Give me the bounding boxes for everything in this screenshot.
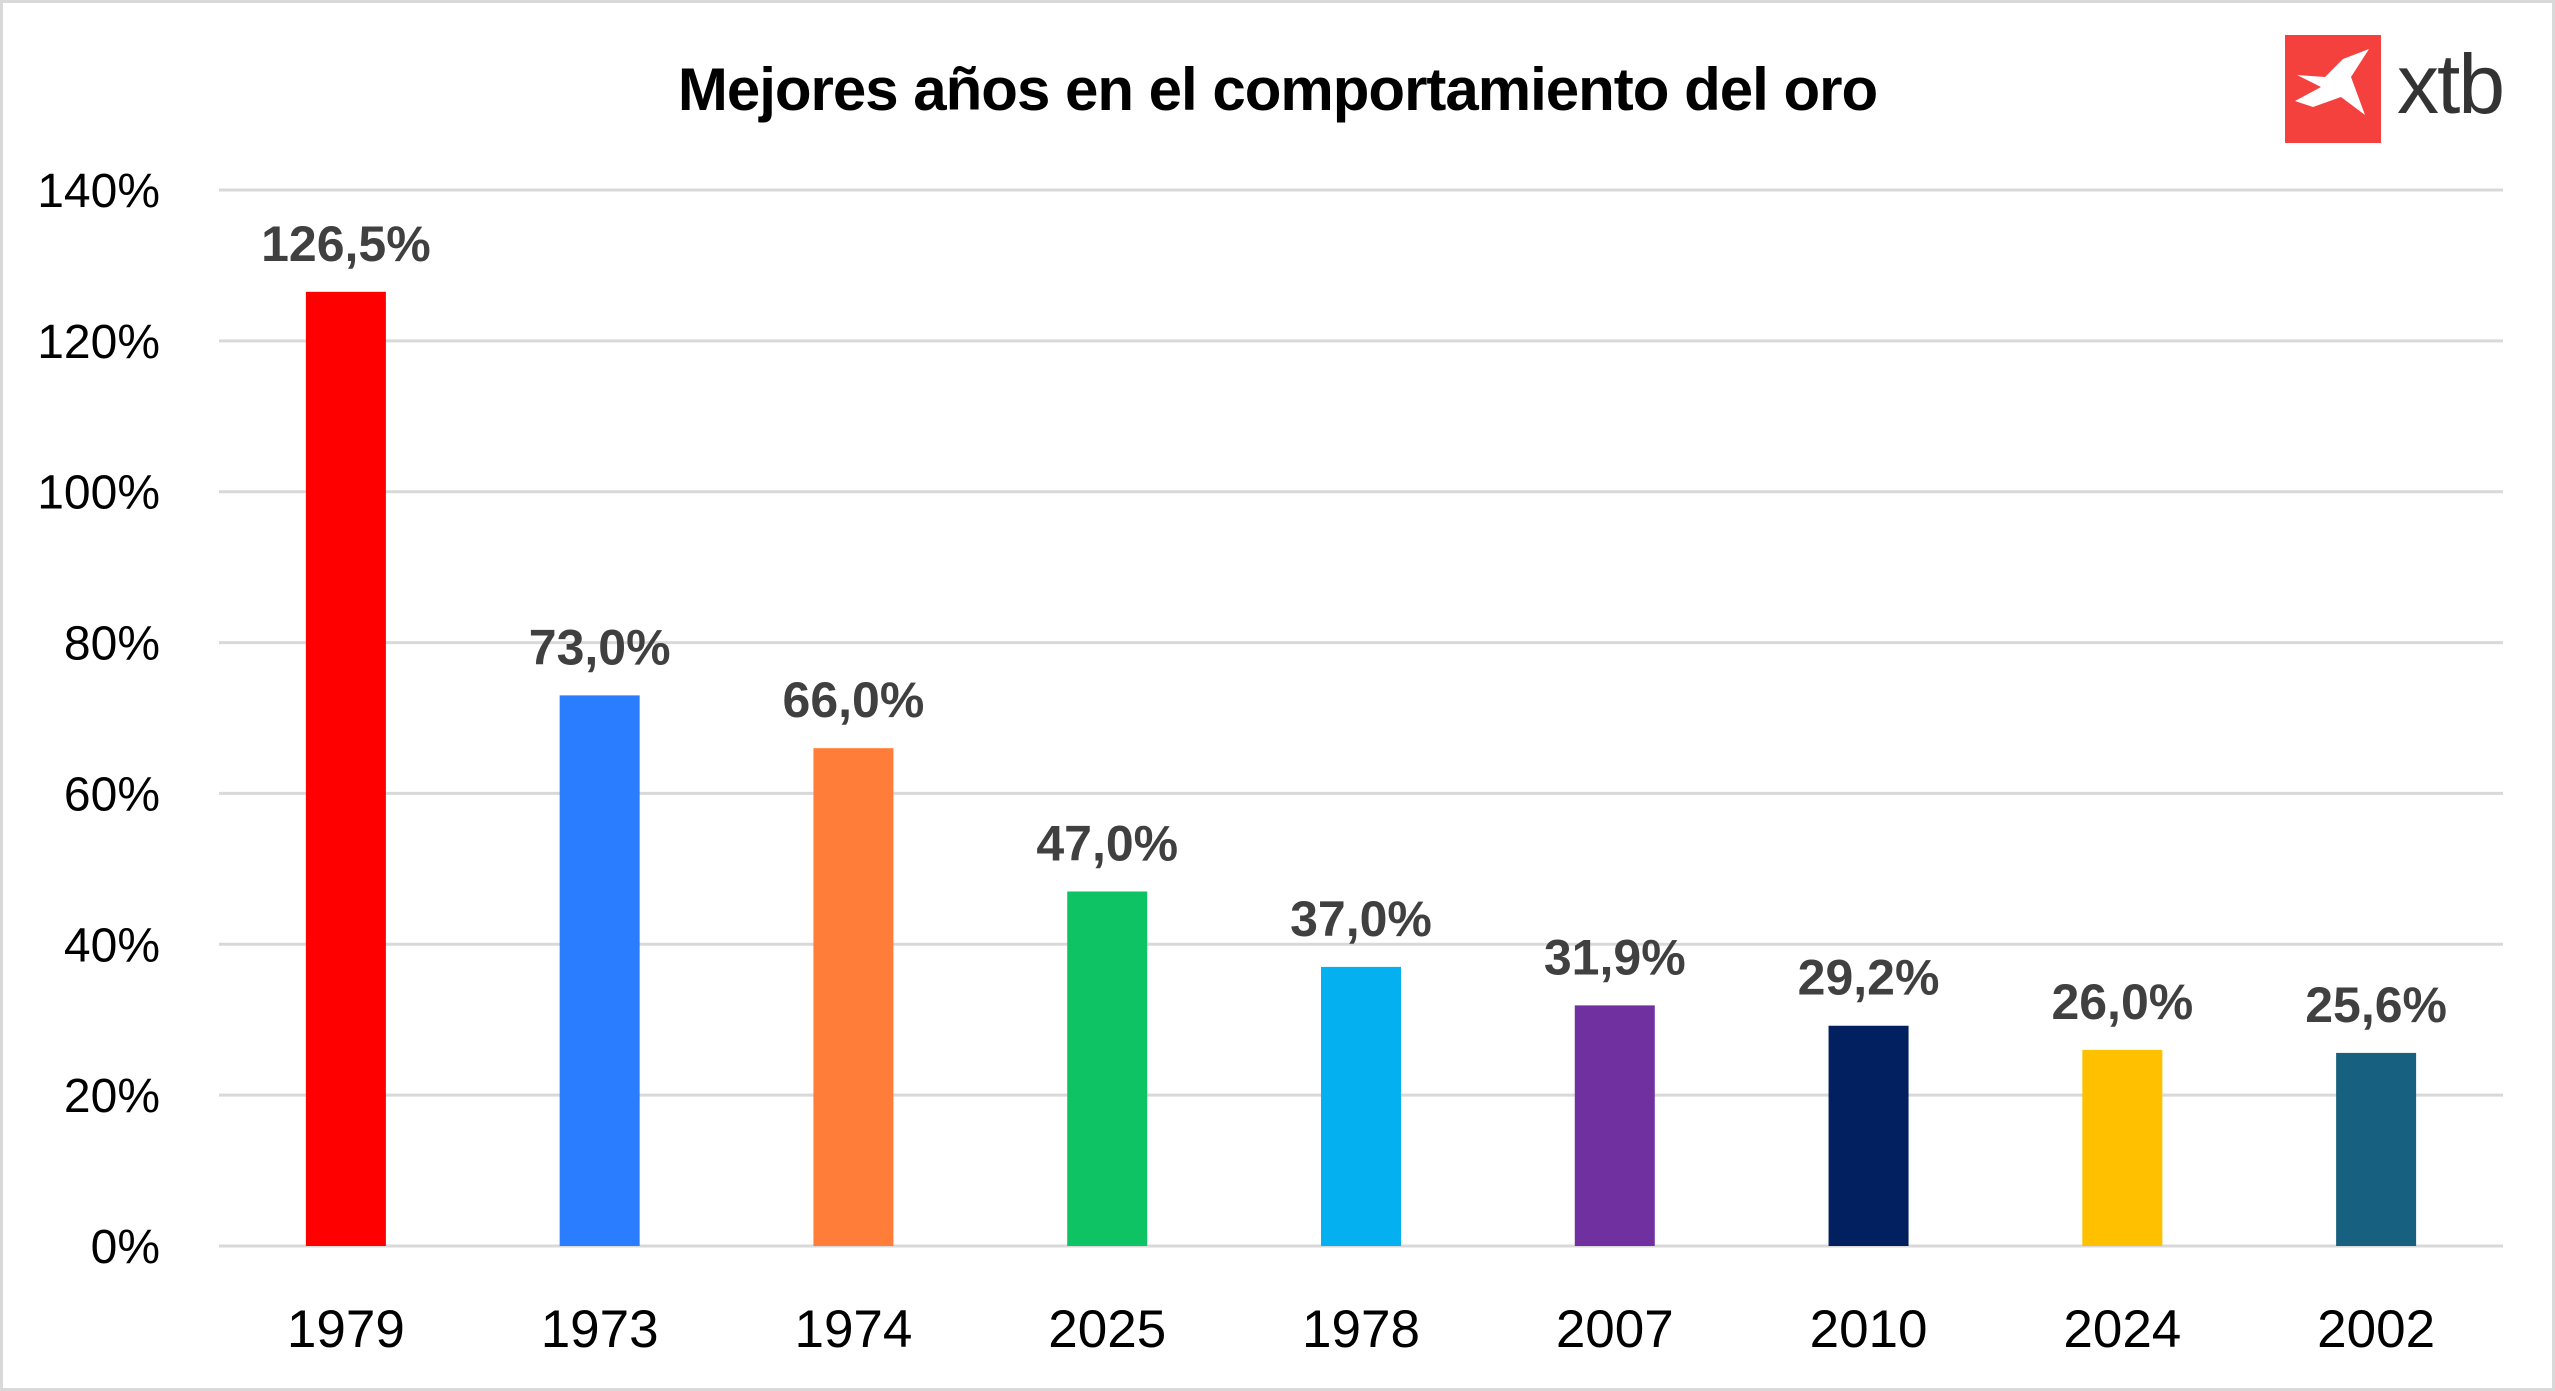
data-label-1974: 66,0%: [783, 672, 925, 728]
data-label-2002: 25,6%: [2305, 977, 2447, 1033]
bar-2024: [2082, 1049, 2163, 1246]
bar-1973: [559, 695, 640, 1246]
x-tick-label: 1973: [541, 1300, 659, 1359]
x-tick-label: 2010: [1810, 1300, 1928, 1359]
y-tick-label: 40%: [64, 919, 160, 972]
bar-2010: [1828, 1025, 1909, 1246]
bar-1978: [1321, 966, 1401, 1246]
x-tick-label: 1978: [1302, 1300, 1420, 1359]
x-tick-label: 1974: [794, 1300, 912, 1359]
bar-1974: [813, 748, 894, 1246]
data-label-1978: 37,0%: [1290, 891, 1432, 947]
data-label-1973: 73,0%: [529, 619, 671, 675]
x-tick-label: 2002: [2317, 1300, 2435, 1359]
y-tick-label: 60%: [64, 768, 160, 821]
y-axis-ticks: 0% 20% 40% 60% 80% 100% 120% 140%: [37, 165, 160, 1274]
x-axis-ticks: 1979 1973 1974 2025 1978 2007 2010 2024 2002: [287, 1300, 2435, 1359]
data-label-2025: 47,0%: [1036, 815, 1178, 871]
y-tick-label: 100%: [37, 467, 160, 520]
data-label-2024: 26,0%: [2051, 974, 2193, 1030]
y-tick-label: 20%: [64, 1070, 160, 1123]
x-tick-label: 2024: [2063, 1300, 2181, 1359]
data-label-2010: 29,2%: [1798, 950, 1940, 1006]
chart-title: Mejores años en el comportamiento del or…: [677, 56, 1878, 123]
logo-text: xtb: [2397, 37, 2505, 131]
bar-1979: [305, 291, 386, 1246]
y-tick-label: 120%: [37, 316, 160, 369]
xtb-x-mark-icon: [2285, 35, 2381, 143]
bar-2007: [1574, 1005, 1655, 1246]
x-tick-label: 2007: [1556, 1300, 1674, 1359]
data-label-2007: 31,9%: [1544, 929, 1686, 985]
bar-2025: [1067, 891, 1148, 1246]
data-labels: 126,5% 73,0% 66,0% 47,0% 37,0% 31,9% 29,2% 26,0…: [261, 216, 2447, 1033]
xtb-logo: xtb: [2285, 35, 2505, 143]
y-tick-label: 0%: [91, 1221, 160, 1274]
bar-2002: [2336, 1052, 2417, 1246]
y-tick-label: 140%: [37, 165, 160, 218]
x-tick-label: 2025: [1048, 1300, 1166, 1359]
bars: [305, 291, 2417, 1246]
y-tick-label: 80%: [64, 618, 160, 671]
x-tick-label: 1979: [287, 1300, 405, 1359]
data-label-1979: 126,5%: [261, 216, 431, 272]
